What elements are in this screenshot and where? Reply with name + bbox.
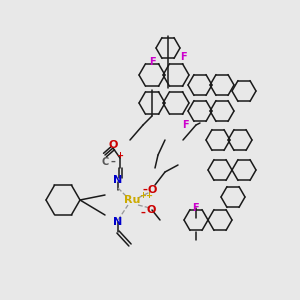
Text: O: O <box>146 205 156 215</box>
Text: C: C <box>101 157 109 167</box>
Text: Ru: Ru <box>124 195 140 205</box>
Text: F: F <box>192 203 198 213</box>
Text: –: – <box>111 157 116 167</box>
Text: F: F <box>182 120 188 130</box>
Text: F: F <box>180 52 186 62</box>
Text: –: – <box>142 185 147 195</box>
Text: –: – <box>141 208 146 218</box>
Text: ++: ++ <box>139 191 153 200</box>
Text: O: O <box>147 185 157 195</box>
Text: O: O <box>108 140 118 150</box>
Text: F: F <box>149 57 155 67</box>
Text: N: N <box>113 217 123 227</box>
Text: +: + <box>116 151 124 160</box>
Text: N: N <box>113 175 123 185</box>
